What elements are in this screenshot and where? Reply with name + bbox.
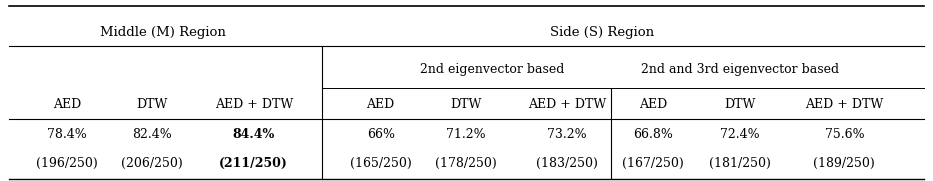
Text: DTW: DTW [136,98,168,111]
Text: (206/250): (206/250) [121,157,183,170]
Text: 84.4%: 84.4% [232,128,275,141]
Text: AED + DTW: AED + DTW [528,98,606,111]
Text: (183/250): (183/250) [536,157,598,170]
Text: 75.6%: 75.6% [825,128,864,141]
Text: AED + DTW: AED + DTW [215,98,293,111]
Text: (181/250): (181/250) [709,157,771,170]
Text: AED + DTW: AED + DTW [805,98,884,111]
Text: DTW: DTW [450,98,481,111]
Text: (165/250): (165/250) [350,157,411,170]
Text: 82.4%: 82.4% [132,128,172,141]
Text: (189/250): (189/250) [814,157,875,170]
Text: (211/250): (211/250) [219,157,288,170]
Text: 78.4%: 78.4% [48,128,87,141]
Text: 66.8%: 66.8% [634,128,673,141]
Text: (167/250): (167/250) [622,157,684,170]
Text: 71.2%: 71.2% [446,128,485,141]
Text: 2nd eigenvector based: 2nd eigenvector based [420,63,564,76]
Text: AED: AED [53,98,81,111]
Text: DTW: DTW [724,98,756,111]
Text: AED: AED [639,98,667,111]
Text: Middle (M) Region: Middle (M) Region [101,26,226,39]
Text: (178/250): (178/250) [435,157,496,170]
Text: Side (S) Region: Side (S) Region [550,26,654,39]
Text: AED: AED [367,98,395,111]
Text: 73.2%: 73.2% [548,128,587,141]
Text: 2nd and 3rd eigenvector based: 2nd and 3rd eigenvector based [641,63,839,76]
Text: 66%: 66% [367,128,395,141]
Text: 72.4%: 72.4% [720,128,759,141]
Text: (196/250): (196/250) [36,157,98,170]
